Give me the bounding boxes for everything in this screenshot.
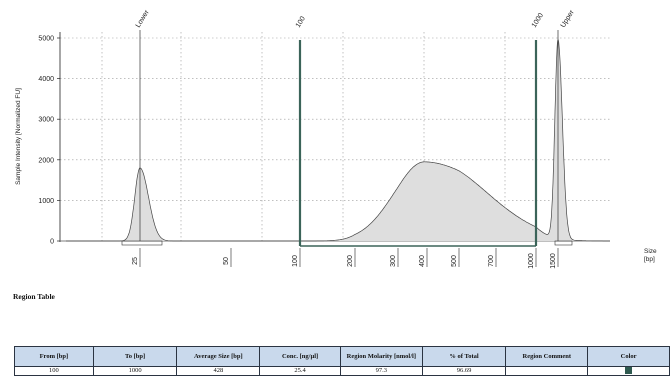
y-tick-label: 4000 [38,76,54,83]
cell-from: 100 [14,366,94,376]
column-header-color: Color [587,346,670,367]
electropherogram-svg: 0 1000 2000 3000 4000 5000 Sample Intensity [N… [15,9,657,269]
peak-label: Upper [560,9,576,29]
x-tick-label: 400 [419,255,426,267]
x-tick-label: 100 [292,255,299,267]
column-header-from: From [bp] [14,346,94,367]
x-tick-label: 500 [451,255,458,267]
y-axis-title: Sample Intensity [Normalized FU] [15,88,22,185]
x-tick-label: 300 [390,255,397,267]
x-tick-label: 25 [132,257,139,265]
column-header-concentration: Conc. [ng/µl] [259,346,341,367]
cell-to: 1000 [92,366,178,376]
x-tick-label: 50 [223,257,230,265]
x-axis-title: [bp] [644,256,655,263]
cell-region-comment [505,366,589,376]
peak-label: 1000 [531,12,545,29]
y-tick-label: 1000 [38,198,54,205]
electropherogram-chart: 0 1000 2000 3000 4000 5000 Sample Intensity [N… [15,9,657,269]
y-tick-label: 5000 [38,36,54,43]
x-tick-label: 200 [347,255,354,267]
cell-average-size: 428 [176,366,261,376]
cell-concentration: 25.4 [259,366,341,376]
y-tick-label: 3000 [38,117,54,124]
signal-line [66,39,610,242]
color-swatch [625,367,633,375]
peak-label: 100 [295,15,307,29]
column-header-region-comment: Region Comment [505,346,589,367]
x-tick-label: 1500 [550,253,557,269]
column-header-to: To [bp] [92,346,178,367]
x-axis-title: Size [644,248,657,255]
cell-color [587,366,670,376]
region-table: From [bp] To [bp] Average Size [bp] Conc… [14,346,670,376]
table-row: 100 1000 428 25.4 97.3 96.69 [14,366,670,376]
x-tick-label: 1000 [528,253,535,269]
region-table-heading: Region Table [13,292,55,301]
region-table-header-row: From [bp] To [bp] Average Size [bp] Conc… [14,346,670,367]
cell-molarity: 97.3 [339,366,423,376]
cell-percent-total: 96.69 [421,366,507,376]
y-tick-label: 0 [50,239,54,246]
column-header-average-size: Average Size [bp] [176,346,261,367]
x-tick-label: 700 [488,255,495,267]
y-tick-label: 2000 [38,157,54,164]
peak-label: Lower [135,9,151,29]
column-header-molarity: Region Molarity [nmol/l] [339,346,423,367]
signal-area [66,39,610,242]
column-header-percent-total: % of Total [421,346,507,367]
upper-integration-box [554,240,573,246]
lower-integration-box [121,240,163,246]
